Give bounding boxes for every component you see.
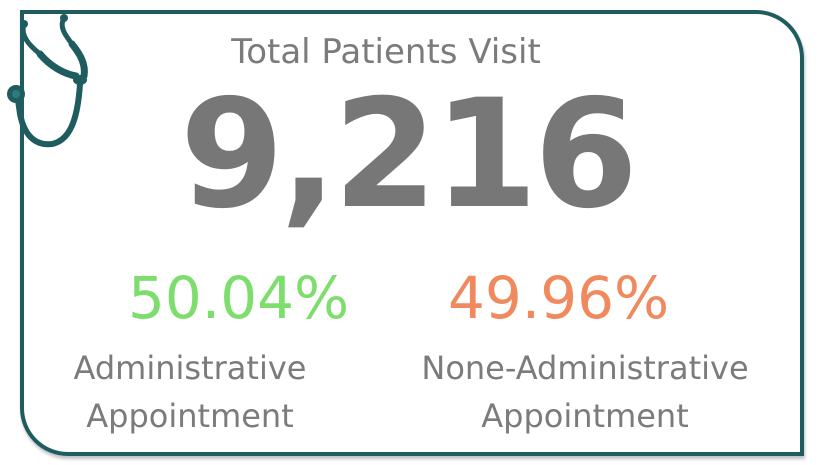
non-admin-label-line1: None-Administrative (421, 349, 749, 387)
total-visits-value: 9,216 (179, 68, 638, 242)
non-admin-label-line2: Appointment (481, 397, 689, 435)
admin-percent: 50.04% (128, 264, 350, 332)
admin-label-line2: Appointment (86, 397, 294, 435)
non-admin-label: None-Administrative Appointment (380, 344, 790, 440)
non-admin-percent: 49.96% (448, 264, 670, 332)
patients-kpi-card (20, 10, 804, 456)
admin-label-line1: Administrative (73, 349, 307, 387)
card-title: Total Patients Visit (231, 32, 541, 72)
stethoscope-icon (7, 14, 88, 148)
admin-label: Administrative Appointment (40, 344, 340, 440)
